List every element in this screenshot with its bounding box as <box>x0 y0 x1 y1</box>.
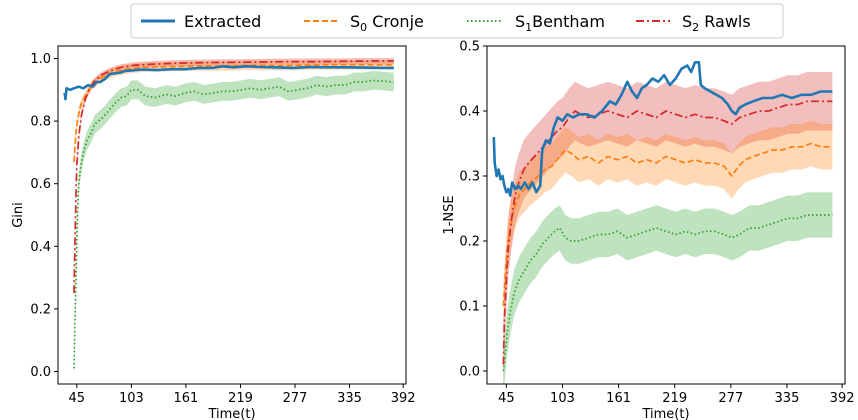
gini-y-tick-label-0: 0.0 <box>30 365 51 380</box>
nse-x-tick-label-5: 335 <box>775 391 800 406</box>
nse-series-line-3 <box>502 100 833 365</box>
nse-x-tick-label-2: 161 <box>606 391 631 406</box>
nse-series-line-0 <box>492 61 833 197</box>
legend-entry-3: S2 Rawls <box>636 12 751 34</box>
nse-band-1 <box>503 120 833 329</box>
gini-axes-frame <box>57 45 407 385</box>
nse-plot-area <box>492 61 833 384</box>
legend-frame <box>130 3 784 39</box>
legend-entry-1: S0 Cronje <box>304 12 424 34</box>
gini-y-tick-label-5: 1.0 <box>30 52 51 67</box>
gini-band-1 <box>74 60 394 167</box>
gini-x-tick-label-1: 103 <box>119 391 144 406</box>
nse-ticks: 45 103 161 219 277 335 392 0.0 0.1 0.2 0.3 0.4 0.5 <box>459 40 854 407</box>
legend-label-3: S2 Rawls <box>682 12 751 34</box>
gini-series-line-1 <box>73 63 394 162</box>
legend-label-1: S0 Cronje <box>350 12 424 34</box>
legend-entry-2: S1Bentham <box>467 12 605 34</box>
nse-chart: 45 103 161 219 277 335 392 0.0 0.1 0.2 0.3 0.4 0.5 T… <box>442 40 855 420</box>
gini-band-2 <box>74 71 394 378</box>
gini-series-line-3 <box>73 60 394 294</box>
gini-x-tick-label-5: 335 <box>337 391 362 406</box>
nse-x-tick-label-6: 392 <box>830 391 855 406</box>
nse-y-tick-label-2: 0.2 <box>459 235 480 250</box>
gini-chart: 45 103 161 219 277 335 392 0.0 0.2 0.4 0.6 0.8 1.0 T… <box>11 45 416 420</box>
nse-series-line-2 <box>502 214 833 372</box>
gini-series-line-0 <box>63 65 394 101</box>
gini-x-tick-label-2: 161 <box>173 391 198 406</box>
nse-x-tick-label-0: 45 <box>498 391 515 406</box>
gini-plot-area <box>63 57 394 378</box>
gini-y-tick-label-1: 0.2 <box>30 302 51 317</box>
nse-y-tick-label-0: 0.0 <box>459 365 480 380</box>
gini-x-tick-label-3: 219 <box>228 391 253 406</box>
gini-x-tick-label-0: 45 <box>69 391 86 406</box>
nse-y-tick-label-4: 0.4 <box>459 105 480 120</box>
gini-y-tick-label-3: 0.6 <box>30 177 51 192</box>
nse-axes-frame <box>486 45 846 385</box>
gini-y-tick-label-2: 0.4 <box>30 240 51 255</box>
gini-x-tick-label-6: 392 <box>391 391 416 406</box>
gini-x-tick-label-4: 277 <box>283 391 308 406</box>
nse-band-2 <box>503 192 833 384</box>
nse-series-line-1 <box>502 142 833 307</box>
gini-y-axis-label: Gini <box>11 202 26 228</box>
nse-x-tick-label-4: 277 <box>718 391 743 406</box>
nse-y-axis-label: 1-NSE <box>442 195 457 234</box>
nse-x-tick-label-1: 103 <box>550 391 575 406</box>
gini-ticks: 45 103 161 219 277 335 392 0.0 0.2 0.4 0.6 0.8 1.0 <box>30 52 415 406</box>
nse-y-tick-label-1: 0.1 <box>459 300 480 315</box>
gini-y-tick-label-4: 0.8 <box>30 115 51 130</box>
nse-y-tick-label-3: 0.3 <box>459 170 480 185</box>
legend-entry-0: Extracted <box>141 12 261 31</box>
gini-series-line-2 <box>73 79 394 369</box>
legend-label-0: Extracted <box>184 12 261 31</box>
gini-x-axis-label: Time(t) <box>207 407 255 420</box>
nse-x-axis-label: Time(t) <box>641 407 689 420</box>
nse-x-tick-label-3: 219 <box>662 391 687 406</box>
legend-label-2: S1Bentham <box>515 12 605 34</box>
legend: Extracted S0 Cronje S1Bentham S2 Rawls <box>130 3 784 39</box>
nse-y-tick-label-5: 0.5 <box>459 40 480 55</box>
